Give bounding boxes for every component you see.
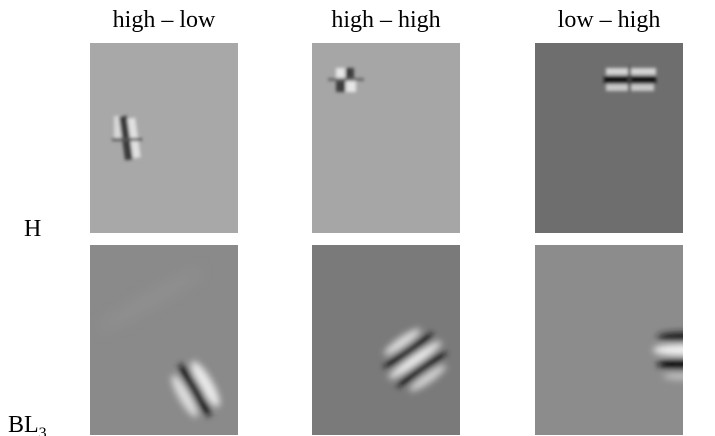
column-header: low – high [558, 7, 661, 33]
row-label: BL3 [8, 412, 47, 436]
image-panel [90, 245, 238, 435]
image-panel [312, 43, 460, 233]
column-header: high – low [113, 7, 216, 33]
image-panel [535, 43, 683, 233]
image-panel [312, 245, 460, 435]
figure: high – low high – high low – high H BL3 [0, 0, 715, 436]
image-panel [535, 245, 713, 435]
image-panel [90, 43, 238, 233]
column-header: high – high [331, 7, 440, 33]
row-label: H [24, 216, 41, 242]
